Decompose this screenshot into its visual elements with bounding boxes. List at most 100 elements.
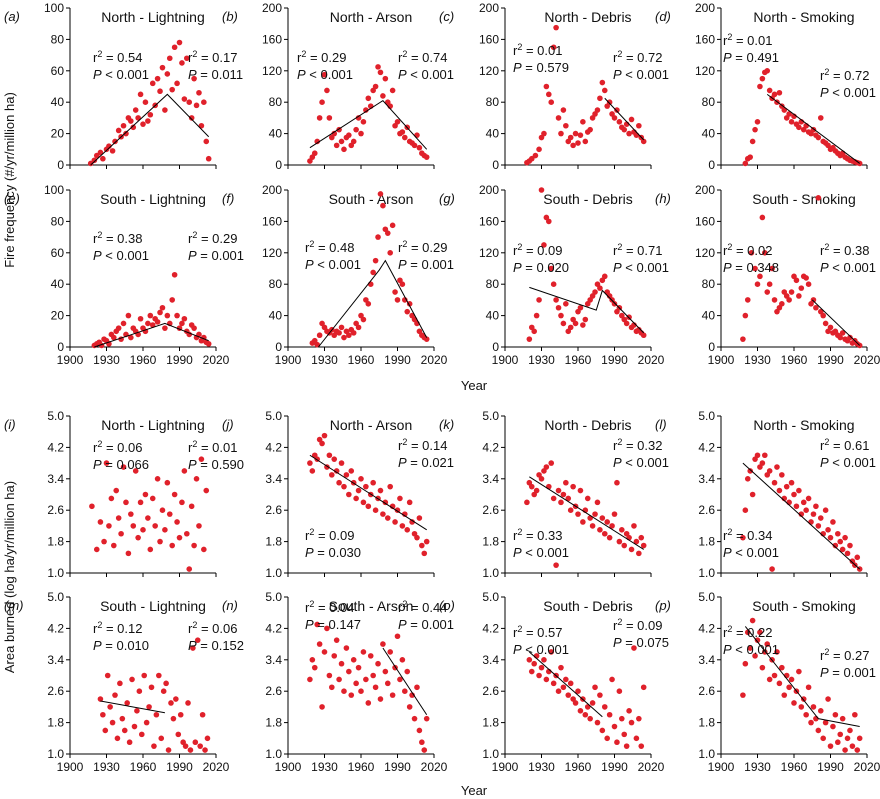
y-tick-label: 0 (492, 158, 499, 172)
data-point (205, 155, 212, 162)
data-point (201, 99, 207, 105)
r-squared-label: r2 = 0.06 (188, 620, 237, 636)
data-point (842, 534, 848, 541)
data-point (159, 304, 166, 311)
y-tick-label: 20 (51, 309, 65, 323)
y-tick-label: 4.2 (47, 621, 64, 635)
data-point (389, 692, 396, 698)
data-point (786, 297, 792, 303)
data-point (118, 530, 124, 537)
data-point (844, 735, 851, 742)
data-point (849, 743, 856, 749)
regression-line (309, 454, 427, 531)
data-point (839, 330, 846, 336)
data-point (759, 75, 766, 82)
data-point (827, 534, 834, 541)
data-point (350, 330, 357, 336)
data-point (331, 456, 338, 462)
data-point (752, 126, 758, 133)
data-point (419, 739, 425, 746)
data-point (145, 515, 151, 521)
data-point (757, 629, 763, 636)
data-point (538, 664, 545, 671)
y-tick-label: 80 (269, 95, 283, 109)
panel-letter-d: (d) (655, 9, 671, 24)
data-point (199, 711, 206, 718)
top-y-axis-label: Fire frequency (#/yr/million ha) (2, 92, 17, 268)
regression-line (382, 647, 428, 716)
data-point (419, 542, 425, 549)
data-point (130, 523, 137, 529)
data-point (321, 649, 328, 655)
data-point (592, 511, 598, 517)
panel-letter-c: (c) (439, 9, 454, 24)
x-tick-label: 1900 (275, 760, 302, 774)
data-point (524, 499, 530, 506)
data-point (336, 676, 342, 683)
data-point (128, 118, 134, 124)
panel-title-n: South - Arson (329, 598, 414, 614)
data-point (375, 660, 381, 667)
data-point (173, 696, 179, 702)
data-point (324, 625, 330, 632)
y-tick-label: 100 (44, 183, 64, 197)
data-point (628, 546, 635, 553)
r-squared-label: r2 = 0.04 (305, 599, 354, 615)
data-point (119, 715, 126, 722)
data-point (793, 277, 800, 284)
data-point (174, 312, 180, 319)
r-squared-label: r2 = 0.38 (820, 242, 869, 258)
data-point (636, 550, 642, 557)
data-point (163, 680, 169, 687)
data-point (854, 554, 861, 561)
data-point (582, 316, 589, 323)
y-tick-label: 160 (262, 214, 282, 228)
p-value-label: P < 0.001 (513, 545, 569, 560)
panel-title-l: North - Smoking (753, 417, 854, 433)
data-point (191, 325, 197, 331)
regression-line (742, 462, 861, 570)
x-tick-label: 2020 (638, 760, 665, 774)
data-point (168, 700, 174, 706)
data-point (341, 146, 347, 153)
r-squared-label: r2 = 0.54 (93, 49, 142, 65)
data-point (108, 495, 115, 502)
data-point (805, 281, 812, 288)
y-tick-label: 40 (486, 309, 500, 323)
data-point (601, 704, 608, 710)
data-point (766, 87, 773, 94)
data-point (149, 80, 156, 87)
p-value-label: P = 0.001 (820, 665, 876, 680)
data-point (358, 688, 364, 694)
data-point (111, 334, 117, 341)
y-tick-label: 40 (51, 95, 65, 109)
y-tick-label: 200 (262, 1, 282, 15)
x-tick-label: 1990 (601, 353, 628, 367)
data-point (749, 491, 756, 498)
panel-title-f: South - Arson (329, 191, 414, 207)
data-point (404, 308, 411, 315)
data-point (192, 739, 199, 746)
data-point (147, 312, 154, 319)
data-point (764, 641, 771, 647)
data-point (171, 44, 178, 51)
data-point (567, 680, 574, 687)
data-point (360, 316, 367, 323)
data-point (589, 523, 596, 529)
data-point (597, 285, 603, 291)
panel-letter-b: (b) (222, 9, 238, 24)
data-point (528, 483, 535, 490)
data-point (404, 668, 411, 675)
data-point (148, 684, 155, 691)
panel-b: 0 40 80 120 160 200 (b) North - Arson r2 = 0.29 P… (222, 1, 454, 172)
data-point (548, 460, 555, 466)
data-point (126, 739, 133, 746)
p-value-label: P = 0.010 (93, 638, 149, 653)
data-point (397, 495, 403, 502)
data-point (138, 731, 145, 738)
data-point (120, 320, 127, 327)
data-point (766, 676, 773, 683)
data-point (416, 515, 423, 521)
data-point (560, 107, 567, 113)
